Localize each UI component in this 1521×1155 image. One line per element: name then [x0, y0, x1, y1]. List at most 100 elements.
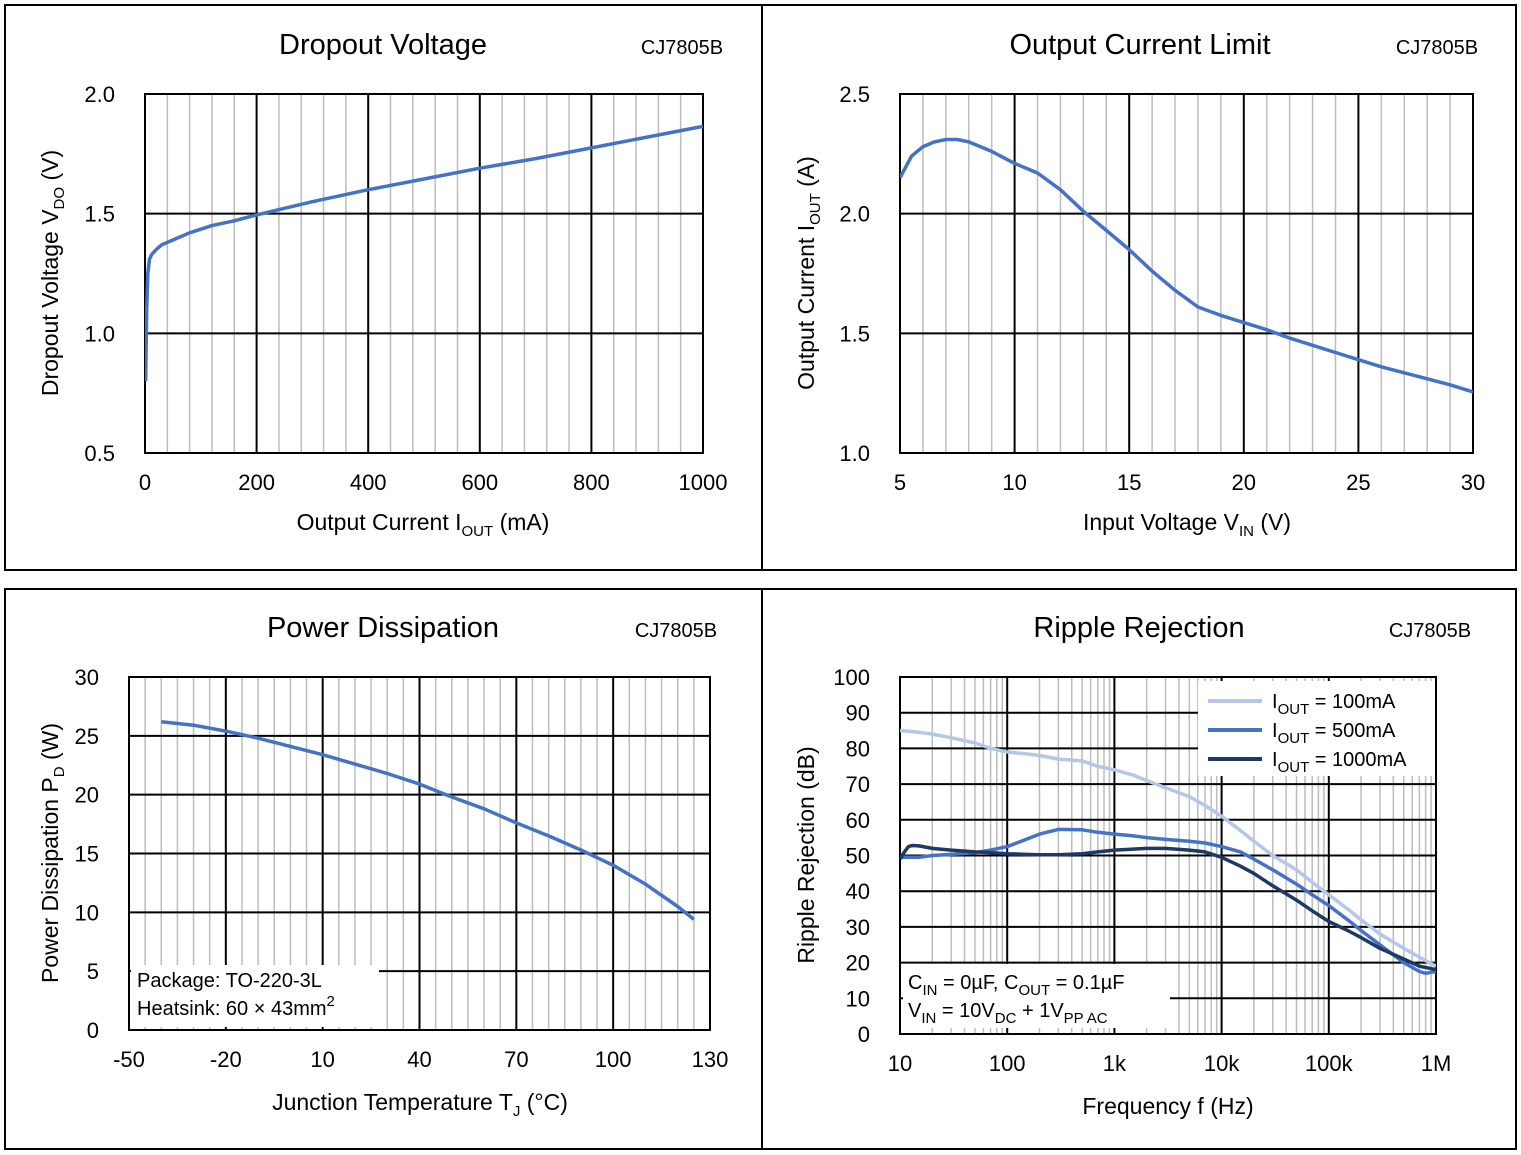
y-axis-label-sub: DO — [51, 187, 68, 210]
x-tick-label: -50 — [113, 1047, 145, 1072]
x-tick-label: 40 — [407, 1047, 431, 1072]
plot-frame — [899, 676, 1437, 1035]
legend-label-1: IOUT = 500mA — [1272, 720, 1396, 747]
part-number: CJ7805B — [1396, 37, 1478, 59]
x-axis-label-main: Junction Temperature T — [272, 1089, 513, 1115]
annotation-box — [131, 965, 379, 1027]
x-axis-label-tail: (mA) — [493, 509, 549, 535]
x-tick-label: 70 — [504, 1047, 528, 1072]
conditions-text: = 10V — [936, 1000, 995, 1022]
x-tick-label: 400 — [350, 470, 387, 495]
x-axis-label-main: Input Voltage V — [1083, 509, 1240, 535]
y-tick-label: 60 — [846, 808, 870, 833]
conditions-sub: IN — [922, 982, 937, 999]
y-tick-label: 30 — [75, 665, 99, 690]
series-line-1 — [900, 827, 1436, 976]
series-line-2 — [900, 843, 1436, 972]
x-axis-label-main: Output Current I — [297, 509, 462, 535]
series-line-0 — [161, 719, 695, 921]
x-tick-label: 1M — [1421, 1051, 1452, 1076]
y-tick-label: 0.5 — [84, 441, 115, 466]
conditions-line-1: VIN = 10VDC + 1VPP AC — [908, 1000, 1108, 1027]
x-tick-label: 130 — [692, 1047, 729, 1072]
chart-title: Dropout Voltage — [279, 29, 487, 61]
plot-frame — [899, 93, 1474, 454]
y-axis-label-main: Dropout Voltage V — [37, 209, 63, 396]
y-tick-label: 25 — [75, 724, 99, 749]
part-number: CJ7805B — [635, 620, 717, 642]
y-axis-label-sub: OUT — [807, 193, 824, 225]
y-tick-label: 1.5 — [84, 202, 115, 227]
chart-output-current-limit: 5 10 15 20 25 30 1.0 1.5 2.0 2.5 Output Current Li… — [793, 29, 1485, 540]
x-tick-label: 10 — [1002, 470, 1026, 495]
x-tick-label: 25 — [1346, 470, 1370, 495]
conditions-box — [903, 964, 1170, 1028]
x-axis-label-main: Frequency f (Hz) — [1082, 1093, 1253, 1119]
y-tick-label: 40 — [846, 879, 870, 904]
y-tick-label: 2.0 — [84, 82, 115, 107]
legend-label-0: IOUT = 100mA — [1272, 691, 1396, 718]
conditions-text: + 1V — [1016, 1000, 1064, 1022]
plot-frame — [144, 93, 704, 454]
y-axis-label-tail: (A) — [793, 156, 819, 193]
y-tick-label: 1.0 — [839, 441, 870, 466]
x-tick-label: 30 — [1461, 470, 1485, 495]
x-tick-label: 1000 — [679, 470, 728, 495]
y-tick-label: 15 — [75, 842, 99, 867]
y-tick-label: 80 — [846, 736, 870, 761]
conditions-sub: DC — [995, 1010, 1017, 1027]
x-tick-label: 10 — [310, 1047, 334, 1072]
annotation-heatsink-main: Heatsink: 60 × 43mm — [137, 998, 327, 1020]
x-tick-label: 800 — [573, 470, 610, 495]
y-axis-label-main: Ripple Rejection (dB) — [793, 746, 819, 963]
annotation-heatsink-sup: 2 — [327, 993, 335, 1010]
y-tick-label: 5 — [87, 959, 99, 984]
y-axis-label-tail: (W) — [37, 723, 63, 766]
x-tick-label: 100 — [595, 1047, 632, 1072]
chart-power-dissipation: -50 -20 10 40 70 100 130 0 5 10 15 20 25 30 Power Diss… — [37, 612, 728, 1120]
x-axis-label-sub: OUT — [462, 523, 494, 540]
legend-label-tail: = 100mA — [1309, 691, 1396, 713]
x-tick-label: 10k — [1204, 1051, 1240, 1076]
y-tick-label: 50 — [846, 844, 870, 869]
panel-border-ripple — [761, 588, 1517, 1150]
x-tick-label: 600 — [461, 470, 498, 495]
conditions-sub: PP AC — [1064, 1010, 1108, 1027]
y-tick-label: 1.5 — [839, 321, 870, 346]
conditions-text: C — [908, 972, 922, 994]
conditions-text: V — [908, 1000, 922, 1022]
conditions-sub: OUT — [1018, 982, 1050, 999]
x-tick-label: 5 — [894, 470, 906, 495]
annotation-heatsink: Heatsink: 60 × 43mm2 — [137, 993, 335, 1020]
conditions-sub: IN — [921, 1010, 936, 1027]
y-tick-label: 2.0 — [839, 202, 870, 227]
chart-title: Output Current Limit — [1009, 29, 1270, 61]
legend-label-sub: OUT — [1278, 730, 1310, 747]
y-tick-label: 90 — [846, 701, 870, 726]
y-axis-label: Dropout Voltage VDO (V) — [37, 150, 68, 396]
y-axis-label: Power Dissipation PD (W) — [37, 723, 68, 983]
legend-label-main: I — [1272, 749, 1278, 771]
x-axis-label-sub: IN — [1239, 523, 1254, 540]
chart-ripple-rejection: 10 100 1k 10k 100k 1M 0 10 20 30 40 50 60 70 80 90 100 Ri… — [793, 612, 1471, 1119]
y-axis-label: Output Current IOUT (A) — [793, 156, 824, 390]
x-axis-label: Junction Temperature TJ (°C) — [272, 1089, 568, 1120]
series-line-0 — [145, 124, 703, 382]
panel-border-current-limit — [761, 4, 1517, 571]
x-tick-label: 100 — [989, 1051, 1026, 1076]
chart-title: Power Dissipation — [267, 612, 499, 644]
legend-label-sub: OUT — [1278, 759, 1310, 776]
y-tick-label: 100 — [833, 665, 870, 690]
x-tick-label: -20 — [210, 1047, 242, 1072]
plot-frame — [128, 676, 711, 1031]
y-tick-label: 20 — [75, 783, 99, 808]
y-axis-label-sub: D — [51, 766, 68, 777]
y-axis-label-main: Output Current I — [793, 225, 819, 390]
series-line-0 — [900, 137, 1473, 394]
part-number: CJ7805B — [641, 37, 723, 59]
x-axis-label-tail: (°C) — [520, 1089, 568, 1115]
x-tick-label: 0 — [139, 470, 151, 495]
conditions-line-0: CIN = 0µF, COUT = 0.1µF — [908, 972, 1124, 999]
